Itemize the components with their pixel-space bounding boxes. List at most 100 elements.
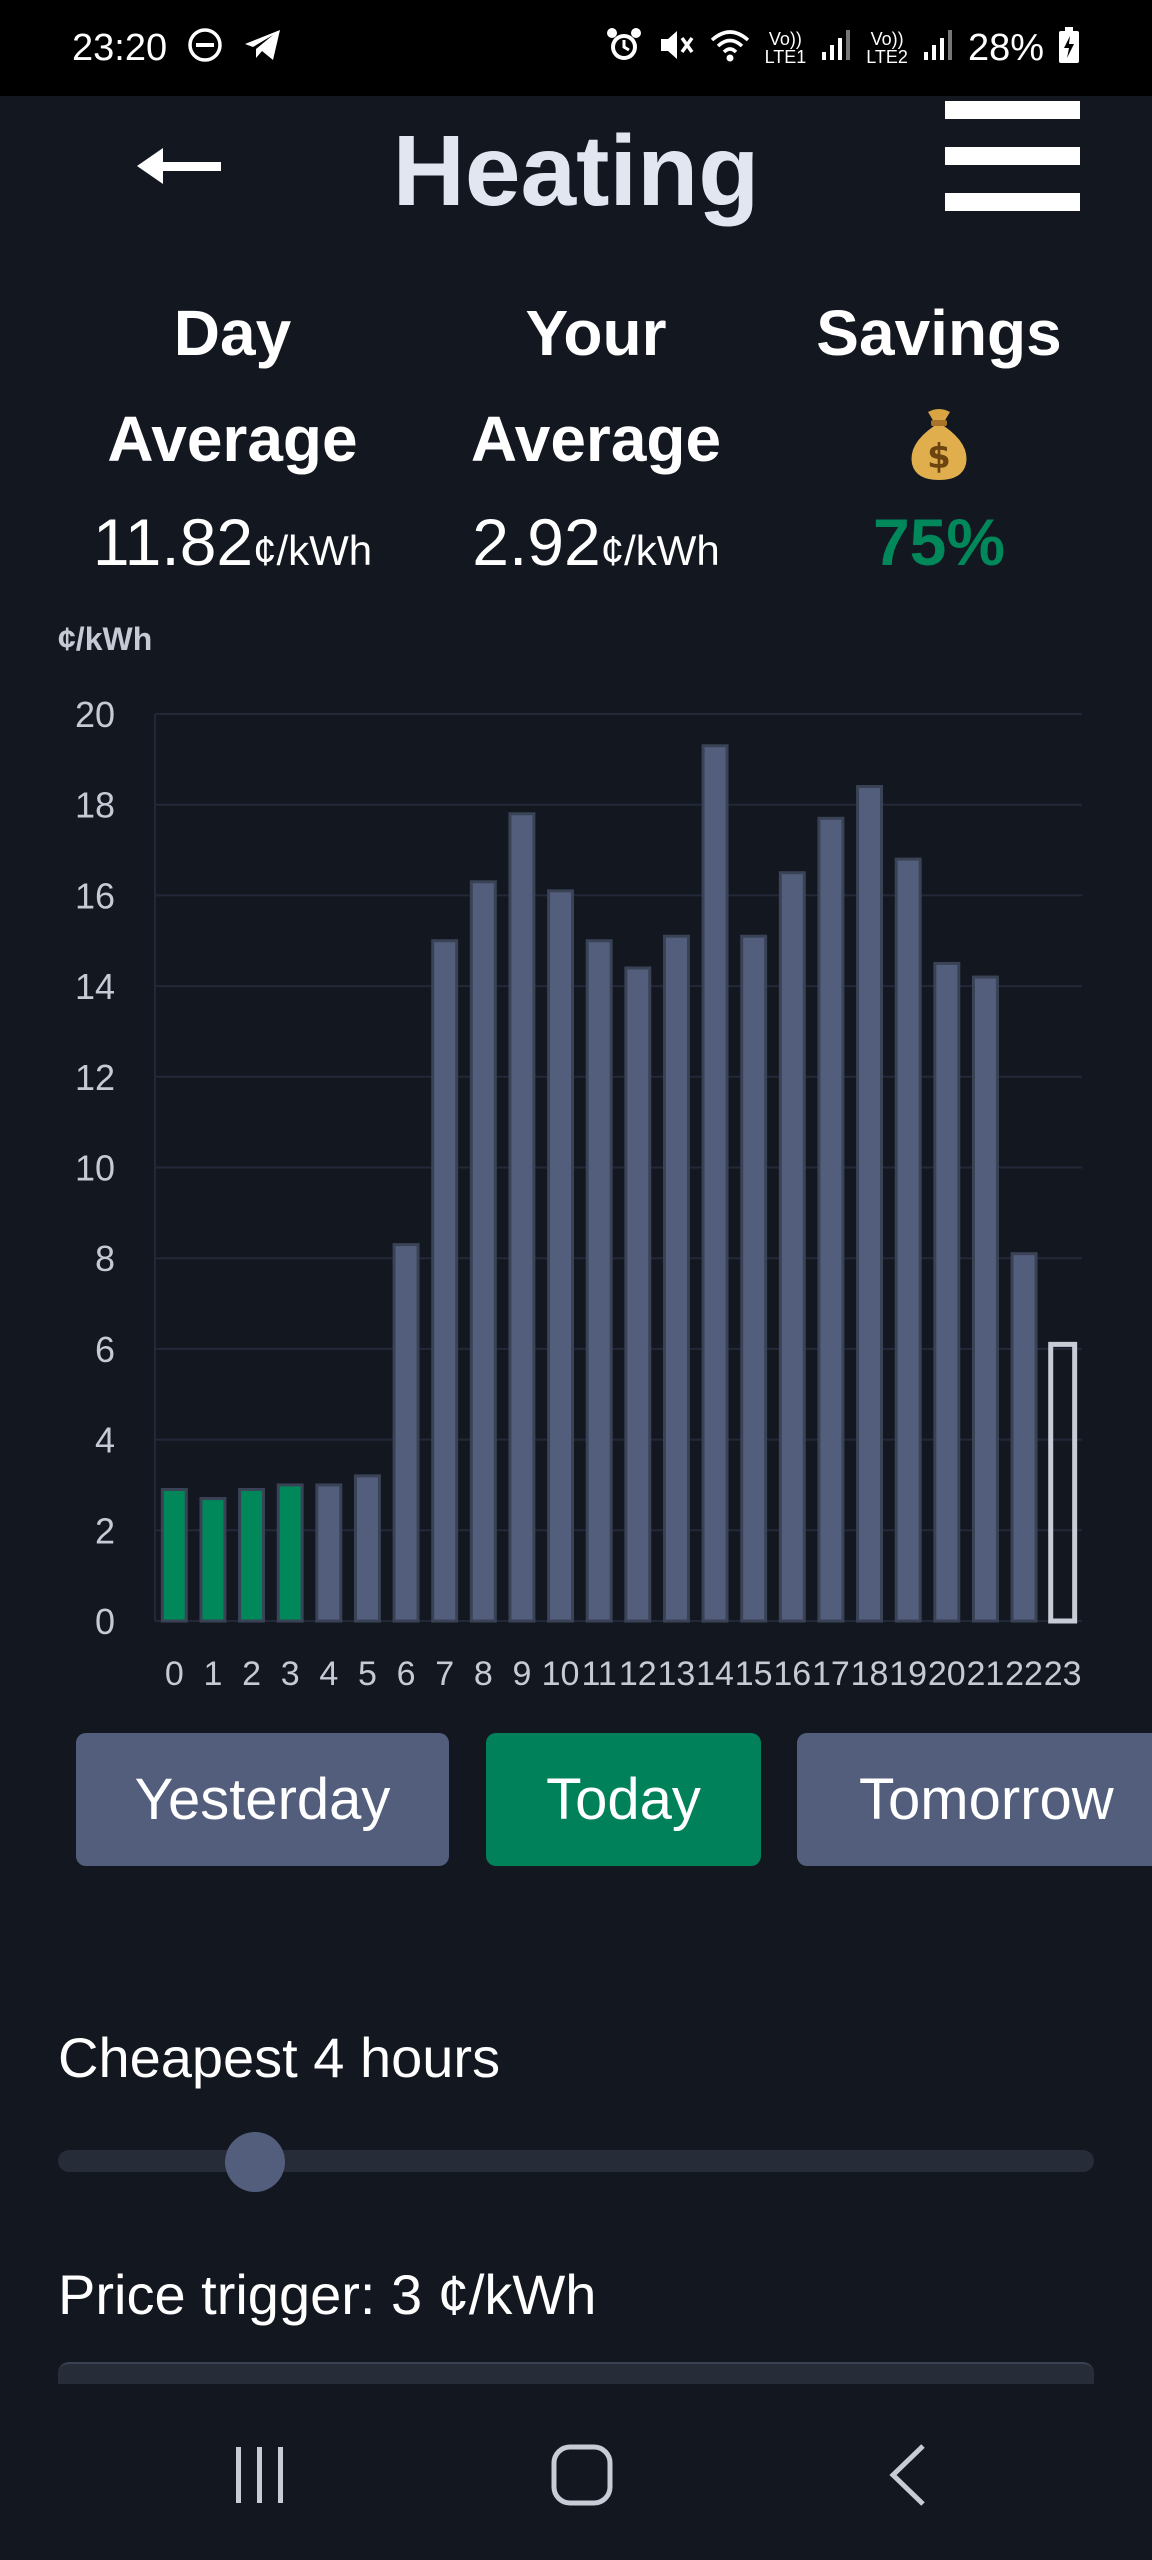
cheapest-hours-label: Cheapest 4 hours xyxy=(58,2026,501,2089)
yesterday-button[interactable]: Yesterday xyxy=(76,1733,449,1866)
day-average-label-line1: Day xyxy=(173,297,292,369)
menu-icon-bar-top xyxy=(945,101,1080,119)
x-tick-label: 6 xyxy=(397,1655,416,1693)
day-average-label-line2: Average xyxy=(107,403,358,475)
y-tick-label: 14 xyxy=(75,966,115,1007)
bar-hour-2[interactable] xyxy=(238,1487,266,1623)
today-button[interactable]: Today xyxy=(486,1733,761,1866)
mute-icon xyxy=(657,26,695,70)
chart-grid xyxy=(154,713,1082,1622)
y-tick-label: 10 xyxy=(75,1148,115,1189)
chevron-left-icon xyxy=(889,2444,925,2506)
system-nav-bar xyxy=(0,2385,1152,2560)
cheapest-hours-slider-track[interactable] xyxy=(58,2150,1094,2172)
bar-hour-18[interactable] xyxy=(856,785,884,1623)
chart-y-axis-label: ¢/kWh xyxy=(58,621,152,657)
x-tick-label: 14 xyxy=(696,1655,734,1693)
y-tick-label: 20 xyxy=(75,694,115,735)
x-tick-label: 0 xyxy=(165,1655,184,1693)
x-tick-label: 12 xyxy=(619,1655,657,1693)
bar-hour-7[interactable] xyxy=(431,939,459,1623)
bar-hour-4[interactable] xyxy=(315,1483,343,1623)
bar-hour-11[interactable] xyxy=(585,939,613,1623)
wifi-icon xyxy=(709,26,751,70)
bar-hour-20[interactable] xyxy=(933,961,961,1623)
x-tick-label: 10 xyxy=(542,1655,580,1693)
chart-bars xyxy=(160,744,1078,1624)
recent-apps-button[interactable] xyxy=(210,2435,310,2515)
bar-hour-17[interactable] xyxy=(817,816,845,1623)
network-1-volte: Vo)) xyxy=(768,29,802,49)
x-tick-label: 9 xyxy=(512,1655,531,1693)
your-average-unit: ¢/kWh xyxy=(600,527,720,574)
day-average-stat: Day Average 11.82¢/kWh xyxy=(40,280,425,601)
bar-hour-22[interactable] xyxy=(1010,1252,1038,1623)
menu-button[interactable] xyxy=(945,101,1080,211)
bar-hour-10[interactable] xyxy=(547,889,575,1623)
back-button[interactable] xyxy=(130,136,230,196)
bar-hour-14[interactable] xyxy=(701,744,729,1623)
y-tick-label: 6 xyxy=(95,1329,115,1370)
your-average-value-row: 2.92¢/kWh xyxy=(412,492,780,601)
your-average-value: 2.92 xyxy=(472,505,601,579)
x-tick-label: 20 xyxy=(928,1655,966,1693)
price-stats: Day Average 11.82¢/kWh Your Average 2.92… xyxy=(0,280,1152,590)
x-tick-label: 17 xyxy=(812,1655,850,1693)
bar-hour-1[interactable] xyxy=(199,1497,227,1623)
tomorrow-button[interactable]: Tomorrow xyxy=(797,1733,1152,1866)
x-tick-label: 8 xyxy=(474,1655,493,1693)
status-bar: 23:20 Vo)) LTE1 Vo)) LTE2 2 xyxy=(0,0,1152,96)
arrow-left-icon xyxy=(137,148,221,184)
x-tick-label: 23 xyxy=(1044,1655,1082,1693)
network-2-type: LTE2 xyxy=(866,47,908,67)
bar-hour-5[interactable] xyxy=(353,1474,381,1623)
day-selector: Yesterday Today Tomorrow xyxy=(0,1733,1152,1866)
status-right: Vo)) LTE1 Vo)) LTE2 28% xyxy=(605,26,1080,70)
savings-label: Savings xyxy=(816,297,1062,369)
bar-hour-21[interactable] xyxy=(971,975,999,1623)
bar-hour-9[interactable] xyxy=(508,812,536,1623)
x-tick-label: 4 xyxy=(319,1655,338,1693)
do-not-disturb-icon xyxy=(187,27,223,69)
home-icon xyxy=(551,2444,613,2506)
x-tick-label: 18 xyxy=(851,1655,889,1693)
day-average-value-row: 11.82¢/kWh xyxy=(40,492,425,601)
system-back-button[interactable] xyxy=(858,2435,958,2515)
bar-hour-0[interactable] xyxy=(160,1487,188,1623)
bar-hour-19[interactable] xyxy=(894,857,922,1623)
x-tick-label: 2 xyxy=(242,1655,261,1693)
bar-hour-12[interactable] xyxy=(624,966,652,1623)
y-tick-label: 18 xyxy=(75,785,115,826)
bar-hour-6[interactable] xyxy=(392,1243,420,1623)
y-tick-label: 4 xyxy=(95,1420,115,1461)
network-1: Vo)) LTE1 xyxy=(765,30,807,66)
home-button[interactable] xyxy=(532,2435,632,2515)
savings-stat: Savings $ 75% xyxy=(780,280,1098,592)
x-tick-label: 15 xyxy=(735,1655,773,1693)
recent-apps-icon xyxy=(236,2447,283,2503)
price-trigger-slider-track[interactable] xyxy=(58,2362,1094,2384)
bar-hour-15[interactable] xyxy=(740,934,768,1623)
x-tick-label: 3 xyxy=(281,1655,300,1693)
your-average-stat: Your Average 2.92¢/kWh xyxy=(412,280,780,601)
your-average-label-line1: Your xyxy=(525,297,667,369)
y-tick-label: 12 xyxy=(75,1057,115,1098)
bar-hour-16[interactable] xyxy=(778,871,806,1623)
x-tick-label: 22 xyxy=(1005,1655,1043,1693)
bar-hour-23[interactable] xyxy=(1048,1341,1078,1624)
y-tick-label: 16 xyxy=(75,875,115,916)
bar-hour-13[interactable] xyxy=(662,934,690,1623)
menu-icon-bar-middle xyxy=(945,147,1080,165)
bar-hour-3[interactable] xyxy=(276,1483,304,1623)
price-trigger-label: Price trigger: 3 ¢/kWh xyxy=(58,2263,597,2326)
network-1-type: LTE1 xyxy=(764,47,807,67)
cheapest-hours-slider-thumb[interactable] xyxy=(224,2132,285,2192)
bar-hour-8[interactable] xyxy=(469,880,497,1623)
battery-percent: 28% xyxy=(967,26,1044,69)
page-title: Heating xyxy=(392,115,760,227)
status-left: 23:20 xyxy=(72,27,283,70)
x-tick-label: 19 xyxy=(889,1655,927,1693)
x-tick-label: 5 xyxy=(358,1655,377,1693)
network-2-volte: Vo)) xyxy=(870,29,904,49)
